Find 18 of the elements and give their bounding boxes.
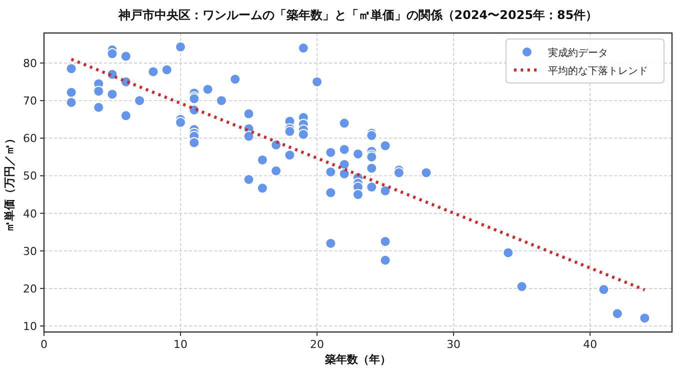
legend-label: 平均的な下落トレンド [548,65,648,77]
y-tick-label: 40 [23,207,37,220]
y-tick-label: 30 [23,244,37,258]
x-tick-label: 40 [583,338,598,351]
x-tick-label: 0 [40,338,48,351]
x-tick-label: 10 [174,338,188,351]
x-tick-label: 30 [446,338,461,351]
y-tick-label: 80 [23,57,37,70]
x-tick-label: 20 [310,338,324,351]
chart-title: 神戸市中央区：ワンルームの「築年数」と「㎡単価」の関係（2024〜2025年：85件） [117,8,598,22]
y-tick-label: 50 [23,170,37,183]
y-tick-label: 70 [23,94,37,108]
x-axis-title: 築年数（年） [324,353,391,366]
y-tick-label: 60 [23,132,37,146]
y-tick-label: 10 [23,320,37,333]
y-tick-label: 20 [23,282,37,296]
y-axis-title: ㎡単価（万円／㎡） [3,133,16,232]
legend-label: 実成約データ [548,47,608,59]
